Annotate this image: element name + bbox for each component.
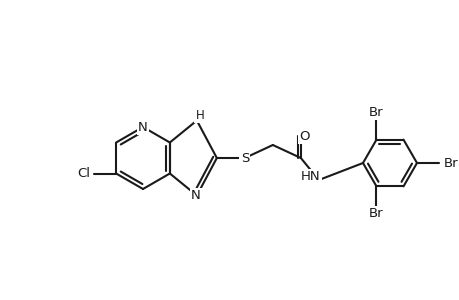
Text: Cl: Cl	[78, 167, 90, 180]
Text: S: S	[240, 152, 248, 164]
Text: H: H	[195, 109, 204, 122]
Text: Br: Br	[443, 157, 457, 169]
Text: N: N	[190, 189, 200, 202]
Text: Br: Br	[369, 207, 383, 220]
Text: N: N	[138, 121, 147, 134]
Text: HN: HN	[300, 170, 320, 184]
Text: Br: Br	[369, 106, 383, 119]
Text: O: O	[299, 130, 309, 142]
